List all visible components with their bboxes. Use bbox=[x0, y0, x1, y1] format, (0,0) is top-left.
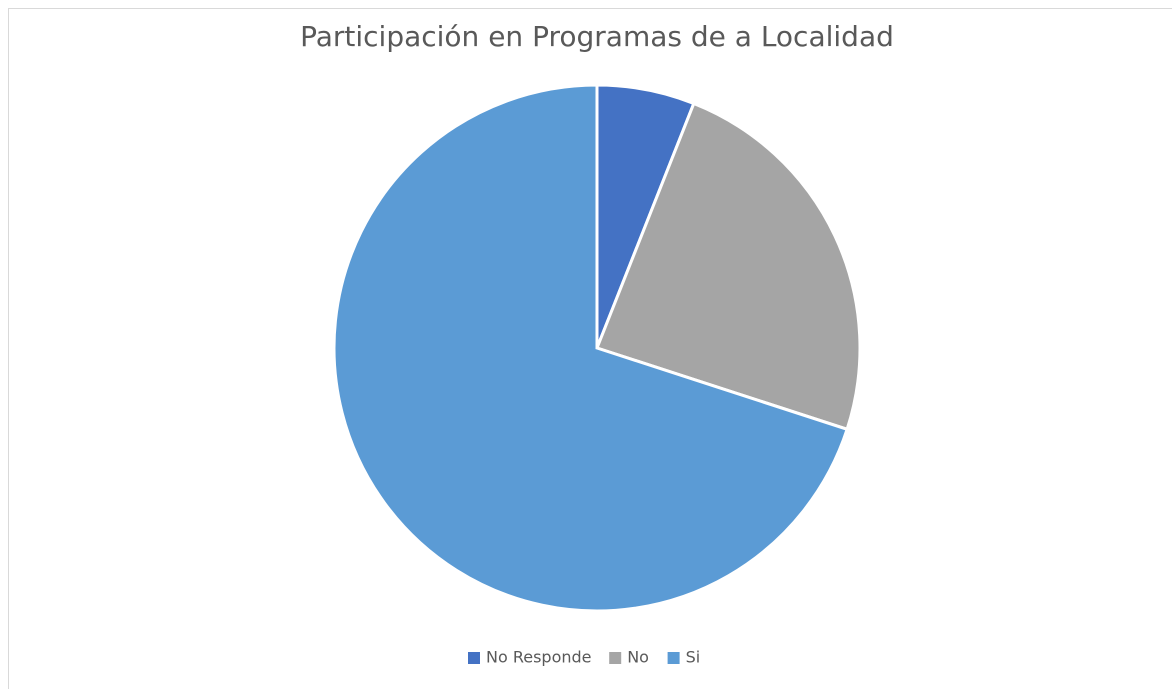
legend-swatch bbox=[609, 652, 622, 664]
legend-label: No Responde bbox=[486, 648, 592, 667]
pie-slice bbox=[595, 101, 862, 432]
legend-label: Si bbox=[686, 648, 701, 667]
legend-label: No bbox=[627, 648, 649, 667]
legend-swatch bbox=[667, 652, 680, 664]
legend-swatch bbox=[468, 652, 480, 664]
chart-title: Participación en Programas de a Localida… bbox=[300, 20, 894, 53]
pie-slice bbox=[332, 83, 850, 613]
